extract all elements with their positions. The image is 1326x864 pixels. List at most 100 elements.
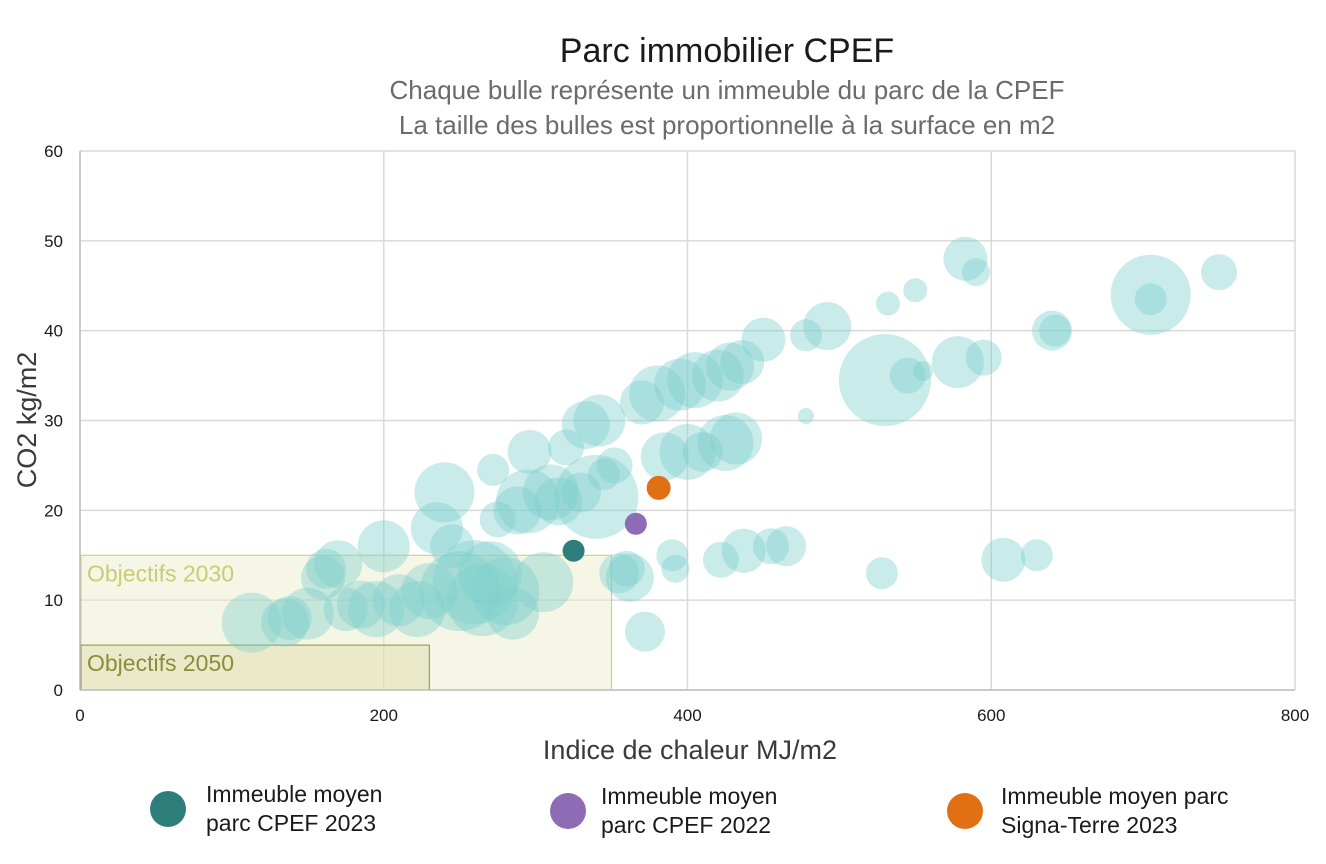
target-label-1: Objectifs 2050 xyxy=(87,650,234,676)
average-marker-cpef2022 xyxy=(624,512,647,535)
y-axis-label: CO2 kg/m2 xyxy=(12,352,42,489)
building-bubble-48 xyxy=(659,423,716,480)
building-bubble-67 xyxy=(889,357,926,394)
building-bubble-37 xyxy=(596,447,633,484)
x-tick-label-4: 800 xyxy=(1281,706,1309,725)
building-bubbles xyxy=(221,236,1238,653)
grid-lines xyxy=(79,150,1296,691)
building-bubble-10 xyxy=(357,520,410,573)
legend-label-cpef2022-1: parc CPEF 2022 xyxy=(601,812,771,838)
building-bubble-19 xyxy=(446,564,519,637)
building-bubble-53 xyxy=(706,342,755,391)
building-bubble-54 xyxy=(702,541,739,578)
y-tick-label-1: 10 xyxy=(44,591,63,610)
legend-label-cpef2023-1: parc CPEF 2023 xyxy=(206,810,376,836)
building-bubble-55 xyxy=(710,412,763,465)
target-zones: Objectifs 2030 Objectifs 2050 xyxy=(80,554,613,691)
building-bubble-75 xyxy=(1020,539,1053,572)
building-bubble-69 xyxy=(912,361,933,382)
y-tick-label-3: 30 xyxy=(44,412,63,431)
building-bubble-24 xyxy=(486,587,539,640)
legend-marker-signa2023 xyxy=(947,793,983,829)
building-bubble-46 xyxy=(661,554,690,583)
x-tick-label-2: 400 xyxy=(673,706,701,725)
building-bubble-34 xyxy=(554,454,639,539)
building-bubble-21 xyxy=(479,501,516,538)
y-tick-label-4: 40 xyxy=(44,322,63,341)
building-bubble-30 xyxy=(534,477,583,526)
building-bubble-39 xyxy=(608,550,645,587)
target-zone-1 xyxy=(80,644,430,691)
building-bubble-41 xyxy=(619,380,664,425)
legend-marker-cpef2023 xyxy=(150,791,186,827)
legend-label-cpef2022-0: Immeuble moyen xyxy=(601,783,777,809)
building-bubble-8 xyxy=(336,580,385,629)
legend-marker-cpef2022 xyxy=(550,793,586,829)
building-bubble-42 xyxy=(624,611,665,652)
chart-title: Parc immobilier CPEF xyxy=(560,32,894,70)
legend-label-signa2023-0: Immeuble moyen parc xyxy=(1001,783,1229,809)
chart-subtitle-line-2: La taille des bulles est proportionnelle… xyxy=(399,110,1055,140)
building-bubble-32 xyxy=(561,472,602,513)
building-bubble-35 xyxy=(573,394,626,447)
x-tick-label-0: 0 xyxy=(75,706,84,725)
building-bubble-79 xyxy=(1134,283,1167,316)
building-bubble-31 xyxy=(548,429,584,466)
building-bubble-51 xyxy=(691,349,744,402)
building-bubble-47 xyxy=(653,358,706,411)
building-bubble-63 xyxy=(803,302,852,351)
building-bubble-13 xyxy=(401,563,458,620)
building-bubble-49 xyxy=(667,352,724,409)
building-bubble-43 xyxy=(629,365,686,422)
target-label-0: Objectifs 2030 xyxy=(87,560,234,586)
building-bubble-52 xyxy=(697,414,754,471)
building-bubble-80 xyxy=(1201,254,1238,291)
building-bubble-40 xyxy=(605,553,654,602)
building-bubble-33 xyxy=(561,400,610,449)
building-bubble-57 xyxy=(721,528,766,573)
building-bubble-12 xyxy=(389,581,446,638)
y-tick-label-2: 20 xyxy=(44,501,63,520)
chart-subtitle-line-1: Chaque bulle représente un immeuble du p… xyxy=(390,75,1065,105)
building-bubble-26 xyxy=(496,469,561,534)
building-bubble-38 xyxy=(599,553,640,594)
building-bubble-23 xyxy=(471,557,540,626)
building-bubble-64 xyxy=(865,557,898,590)
building-bubble-76 xyxy=(1032,310,1072,351)
building-bubble-14 xyxy=(410,502,463,555)
building-bubble-18 xyxy=(432,540,517,625)
target-zone-0 xyxy=(80,554,613,691)
building-bubble-45 xyxy=(656,539,689,572)
y-tick-label-5: 50 xyxy=(44,232,63,251)
building-bubble-16 xyxy=(430,524,475,569)
building-bubble-11 xyxy=(372,574,425,627)
building-bubble-28 xyxy=(513,552,574,613)
building-bubble-78 xyxy=(1110,254,1191,335)
building-bubble-4 xyxy=(301,555,345,600)
building-bubble-15 xyxy=(414,462,475,523)
building-bubble-5 xyxy=(306,548,347,589)
x-tick-label-1: 200 xyxy=(370,706,398,725)
building-bubble-71 xyxy=(943,236,988,281)
building-bubble-50 xyxy=(682,431,723,472)
legend-label-cpef2023-0: Immeuble moyen xyxy=(206,781,382,807)
average-marker-signa2023 xyxy=(646,475,671,500)
building-bubble-44 xyxy=(640,432,689,481)
building-bubble-20 xyxy=(458,541,523,606)
building-bubble-59 xyxy=(753,528,790,565)
building-bubble-62 xyxy=(797,408,814,425)
building-bubble-0 xyxy=(221,592,282,653)
building-bubble-60 xyxy=(766,526,807,567)
building-bubble-17 xyxy=(419,551,500,632)
building-bubble-29 xyxy=(522,464,579,521)
building-bubble-70 xyxy=(931,336,984,389)
building-bubble-61 xyxy=(789,319,822,352)
building-bubble-65 xyxy=(838,334,931,427)
building-bubble-1 xyxy=(261,598,310,647)
average-marker-cpef2023 xyxy=(562,539,585,562)
y-tick-label-0: 0 xyxy=(54,681,63,700)
legend: Immeuble moyen parc CPEF 2023 Immeuble moy… xyxy=(150,781,1229,838)
average-markers xyxy=(562,475,671,562)
building-bubble-27 xyxy=(507,429,552,474)
